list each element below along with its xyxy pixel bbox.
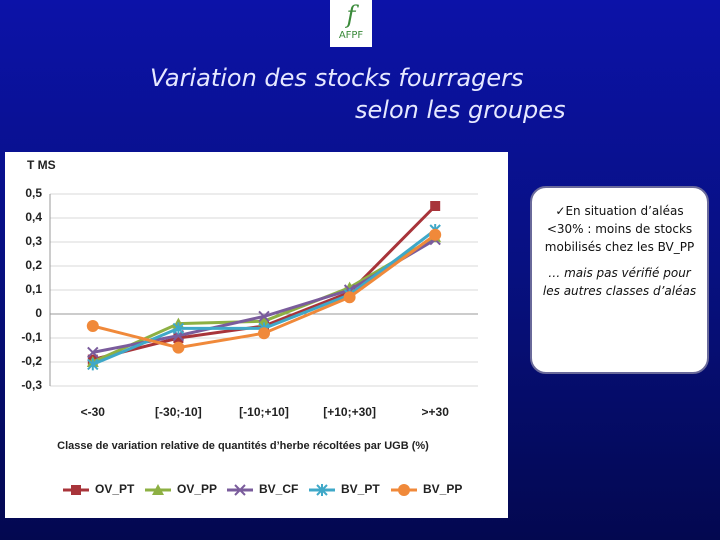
chart: T MS Classe de variation relative de qua… <box>21 158 478 496</box>
chart-box: T MS Classe de variation relative de qua… <box>5 152 508 518</box>
marker <box>87 346 99 359</box>
logo-text: AFPF <box>338 30 364 41</box>
y-tick-label: 0,4 <box>25 210 42 224</box>
legend-marker <box>71 485 81 495</box>
legend-marker <box>316 484 328 496</box>
x-axis-label: Classe de variation relative de quantité… <box>57 440 429 452</box>
callout-text: … mais pas vérifié pour les autres class… <box>542 266 697 298</box>
title-line: selon les groupes <box>355 96 566 124</box>
marker <box>172 341 185 354</box>
callout-text: ✓En situation d’aléas <30% : moins de st… <box>544 204 695 254</box>
y-tick-label: 0,2 <box>25 258 42 272</box>
marker <box>173 333 184 343</box>
y-tick-label: 0 <box>35 306 42 320</box>
y-tick-label: 0,5 <box>25 186 42 200</box>
series-line <box>92 228 437 366</box>
legend-label: BV_CF <box>259 482 298 496</box>
y-tick-label: 0,1 <box>25 282 42 296</box>
x-tick-label: >+30 <box>422 405 450 419</box>
legend-marker <box>398 484 410 496</box>
marker <box>343 291 356 304</box>
callout: ✓En situation d’aléas <30% : moins de st… <box>530 186 709 374</box>
y-tick-label: -0,2 <box>21 354 42 368</box>
marker <box>429 228 442 241</box>
marker <box>86 320 99 332</box>
legend-label: BV_PT <box>341 482 380 496</box>
x-tick-label: [-30;-10] <box>155 405 202 419</box>
legend-label: OV_PT <box>95 482 135 496</box>
marker <box>87 358 99 371</box>
y-tick-label: -0,1 <box>21 330 42 344</box>
marker <box>430 201 441 211</box>
x-tick-label: <-30 <box>81 405 106 419</box>
logo: f AFPF <box>330 0 372 47</box>
legend-marker <box>234 484 246 496</box>
marker <box>258 327 270 340</box>
marker <box>258 310 270 323</box>
title-line: Variation des stocks fourragers <box>150 64 524 92</box>
marker <box>172 322 185 335</box>
y-tick-label: 0,3 <box>25 234 42 248</box>
marker <box>258 315 270 327</box>
logo-letter: f <box>346 1 356 29</box>
legend-label: OV_PP <box>177 482 217 496</box>
x-tick-label: [+10;+30] <box>323 405 376 419</box>
y-axis-label: T MS <box>27 158 56 172</box>
y-tick-label: -0,3 <box>21 378 42 392</box>
legend-marker <box>152 484 164 495</box>
x-tick-label: [-10;+10] <box>239 405 289 419</box>
legend-label: BV_PP <box>423 482 462 496</box>
